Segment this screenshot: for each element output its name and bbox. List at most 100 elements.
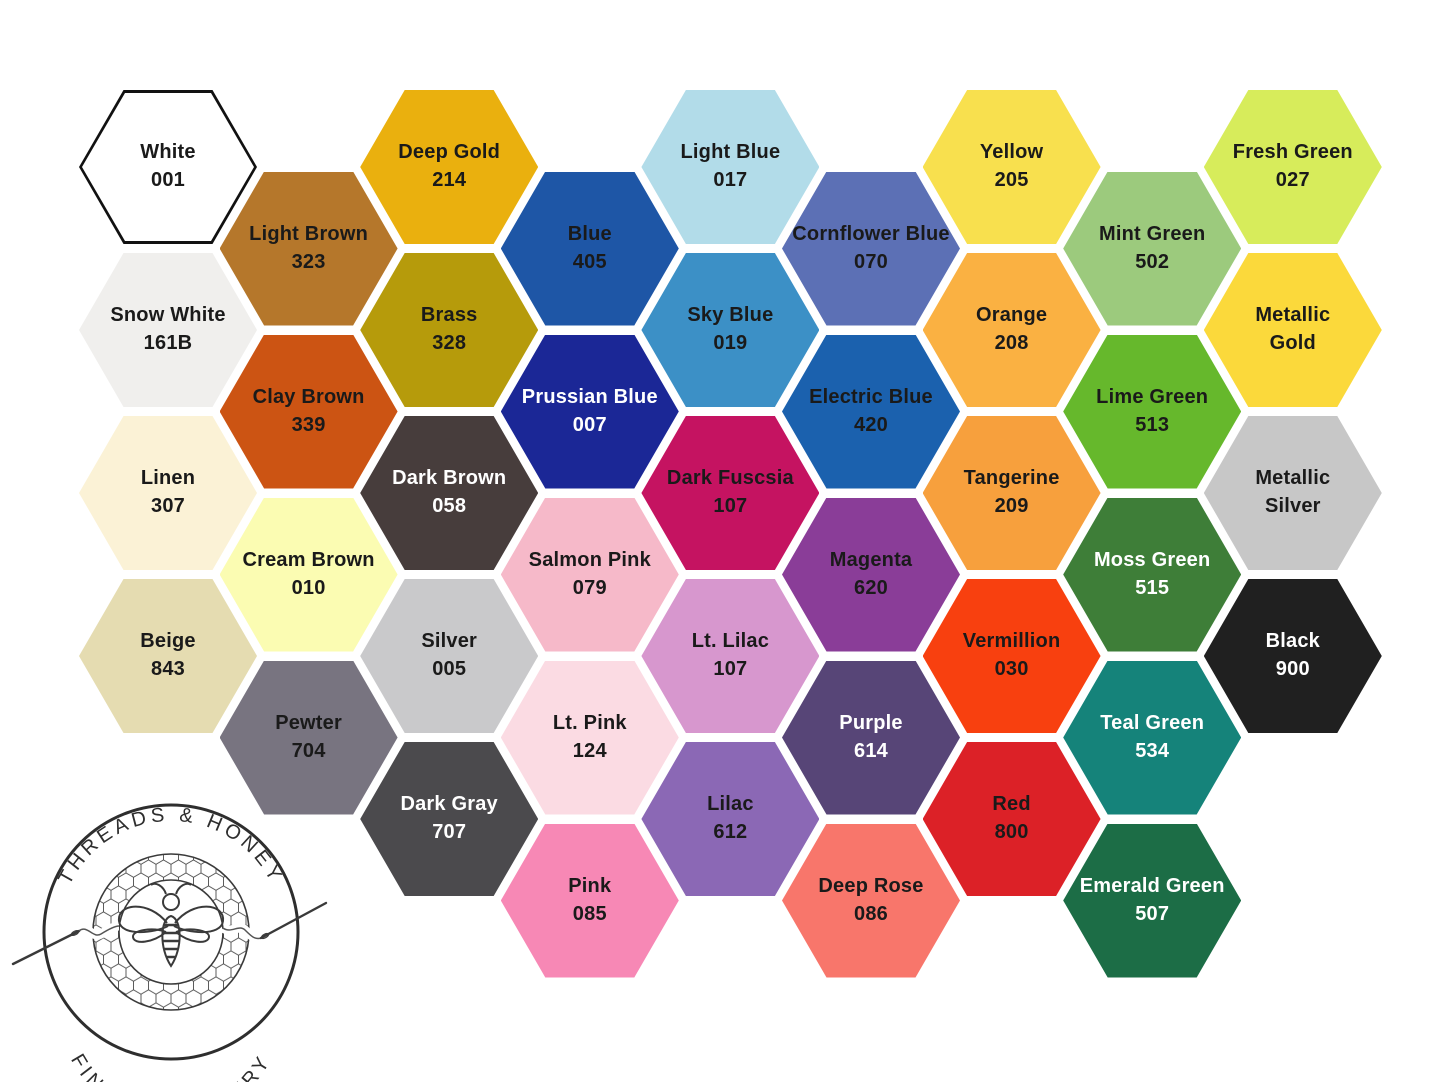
hex-code: 030 (994, 658, 1029, 680)
hex-label: Blue (567, 222, 612, 245)
hex-code: 843 (151, 658, 185, 680)
hex-vermillion: Vermillion 030 (922, 579, 1101, 733)
hex-label: Lime Green (1096, 385, 1209, 408)
hex-lime-green: Lime Green 513 (1063, 334, 1242, 489)
hex-label: Red (992, 793, 1031, 816)
hex-lilac: Lilac 612 (641, 742, 820, 896)
hex-code: 214 (432, 169, 467, 191)
hex-prussian-blue: Prussian Blue 007 (500, 334, 679, 489)
hex-code: 027 (1275, 169, 1310, 191)
hex-orange: Orange 208 (922, 253, 1101, 407)
hex-label: Lt. Lilac (691, 630, 770, 653)
hex-silver: Silver 005 (360, 579, 539, 733)
hex-light-brown: Light Brown 323 (219, 171, 398, 326)
hex-code: 800 (994, 821, 1029, 843)
hex-dark-fuscsia: Dark Fuscsia 107 (641, 416, 820, 570)
hex-label: Moss Green (1093, 548, 1211, 571)
hex-metallic-silver: Metallic Silver (1203, 416, 1382, 570)
honeycomb-ring (93, 854, 250, 1010)
hex-code: 704 (291, 739, 326, 762)
hex-label: Snow White (110, 304, 226, 327)
hex-salmon-pink: Salmon Pink 079 (500, 497, 679, 652)
hex-label: Cream Brown (242, 548, 375, 571)
hex-code: 058 (432, 495, 467, 517)
hex-light-blue: Light Blue 017 (641, 90, 820, 244)
hex-label: Prussian Blue (521, 385, 658, 408)
hex-lt-pink: Lt. Pink 124 (500, 660, 679, 815)
hex-label: Lilac (707, 793, 754, 816)
hex-beige: Beige 843 (79, 579, 257, 733)
hex-label: Light Blue (680, 141, 781, 164)
hex-lt-lilac: Lt. Lilac 107 (641, 579, 820, 733)
hex-label: Light Brown (249, 222, 369, 245)
hex-code: 420 (854, 413, 888, 436)
hex-moss-green: Moss Green 515 (1063, 497, 1242, 652)
hex-code: 208 (994, 332, 1029, 354)
hex-code: 612 (713, 821, 748, 843)
hex-label: Orange (975, 304, 1048, 327)
hex-label: Metallic Gold (1255, 304, 1331, 354)
hex-label: Teal Green (1100, 711, 1205, 734)
hex-deep-rose: Deep Rose 086 (782, 823, 960, 978)
hex-sky-blue: Sky Blue 019 (641, 253, 820, 407)
hex-code: 405 (572, 250, 607, 273)
hex-label: Purple (839, 711, 903, 734)
hex-mint-green: Mint Green 502 (1063, 171, 1242, 326)
hex-code: 001 (151, 169, 185, 191)
hex-code: 515 (1135, 576, 1170, 599)
hex-code: 107 (713, 495, 748, 517)
hex-pink: Pink 085 (500, 823, 679, 978)
hex-deep-gold: Deep Gold 214 (360, 90, 539, 244)
hex-label: Metallic Silver (1255, 467, 1331, 517)
hex-cream-brown: Cream Brown 010 (219, 497, 398, 652)
hex-code: 161B (143, 332, 193, 354)
hex-label: Dark Fuscsia (666, 467, 794, 490)
hex-code: 205 (994, 169, 1029, 191)
needle-right (259, 901, 328, 940)
hex-label: Magenta (829, 548, 913, 571)
hex-label: Linen (140, 467, 196, 490)
hex-snow-white: Snow White 161B (79, 253, 257, 407)
hex-code: 307 (151, 495, 185, 517)
needle-thread-icon (11, 901, 328, 966)
hex-label: Deep Gold (398, 141, 501, 164)
hex-code: 007 (572, 413, 607, 436)
hex-label: Emerald Green (1079, 874, 1225, 897)
hex-blue: Blue 405 (500, 171, 679, 326)
hex-linen: Linen 307 (79, 416, 257, 570)
hex-label: Yellow (979, 141, 1044, 164)
thread-left (78, 925, 120, 936)
hex-label: Tangerine (963, 467, 1060, 490)
hex-fresh-green: Fresh Green 027 (1203, 90, 1382, 244)
hex-code: 107 (713, 658, 748, 680)
hex-pewter: Pewter 704 (219, 660, 398, 815)
thread-right (222, 927, 262, 940)
hex-code: 507 (1135, 902, 1170, 925)
hex-label: Deep Rose (818, 874, 924, 897)
needle-left (11, 929, 81, 966)
hex-teal-green: Teal Green 534 (1063, 660, 1242, 815)
hex-label: Sky Blue (687, 304, 774, 327)
hex-label: Cornflower Blue (792, 222, 950, 245)
hex-code: 620 (854, 576, 888, 599)
hex-label: Beige (140, 630, 196, 653)
hex-label: Electric Blue (809, 385, 933, 408)
hex-clay-brown: Clay Brown 339 (219, 334, 398, 489)
bee-icon (117, 882, 225, 968)
hex-label: Salmon Pink (528, 548, 651, 571)
hex-emerald-green: Emerald Green 507 (1063, 823, 1242, 978)
hex-magenta: Magenta 620 (782, 497, 960, 652)
hex-label: White (140, 141, 196, 164)
hex-code: 017 (713, 169, 748, 191)
hex-brass: Brass 328 (360, 253, 539, 407)
hex-code: 513 (1135, 413, 1170, 436)
hex-label: Black (1265, 630, 1320, 653)
hex-label: Vermillion (962, 630, 1061, 653)
hex-purple: Purple 614 (782, 660, 960, 815)
hex-yellow: Yellow 205 (922, 90, 1101, 244)
hex-label: Brass (420, 304, 478, 327)
hex-code: 085 (572, 902, 607, 925)
hex-code: 323 (291, 250, 326, 273)
hex-code: 079 (572, 576, 607, 599)
